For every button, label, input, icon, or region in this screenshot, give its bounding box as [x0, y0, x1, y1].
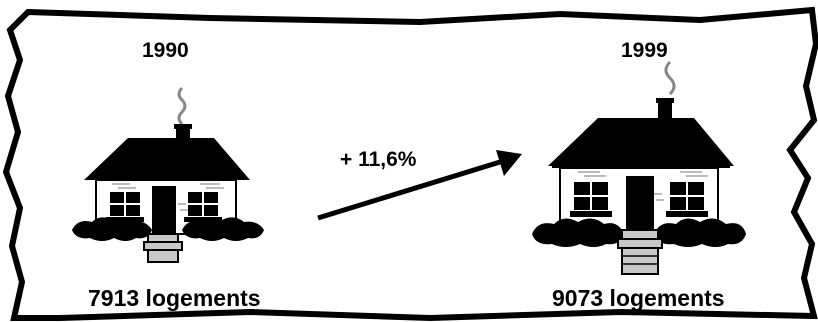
year-label-1990: 1990 — [142, 39, 189, 62]
housing-count-1990: 7913 logements — [88, 285, 261, 311]
arrow-up-right-icon — [317, 150, 522, 221]
house-icon — [532, 60, 746, 275]
growth-percentage-label: + 11,6% — [340, 148, 417, 171]
house-icon — [72, 86, 264, 263]
year-label-1999: 1999 — [621, 39, 668, 62]
housing-count-1999: 9073 logements — [552, 285, 725, 311]
